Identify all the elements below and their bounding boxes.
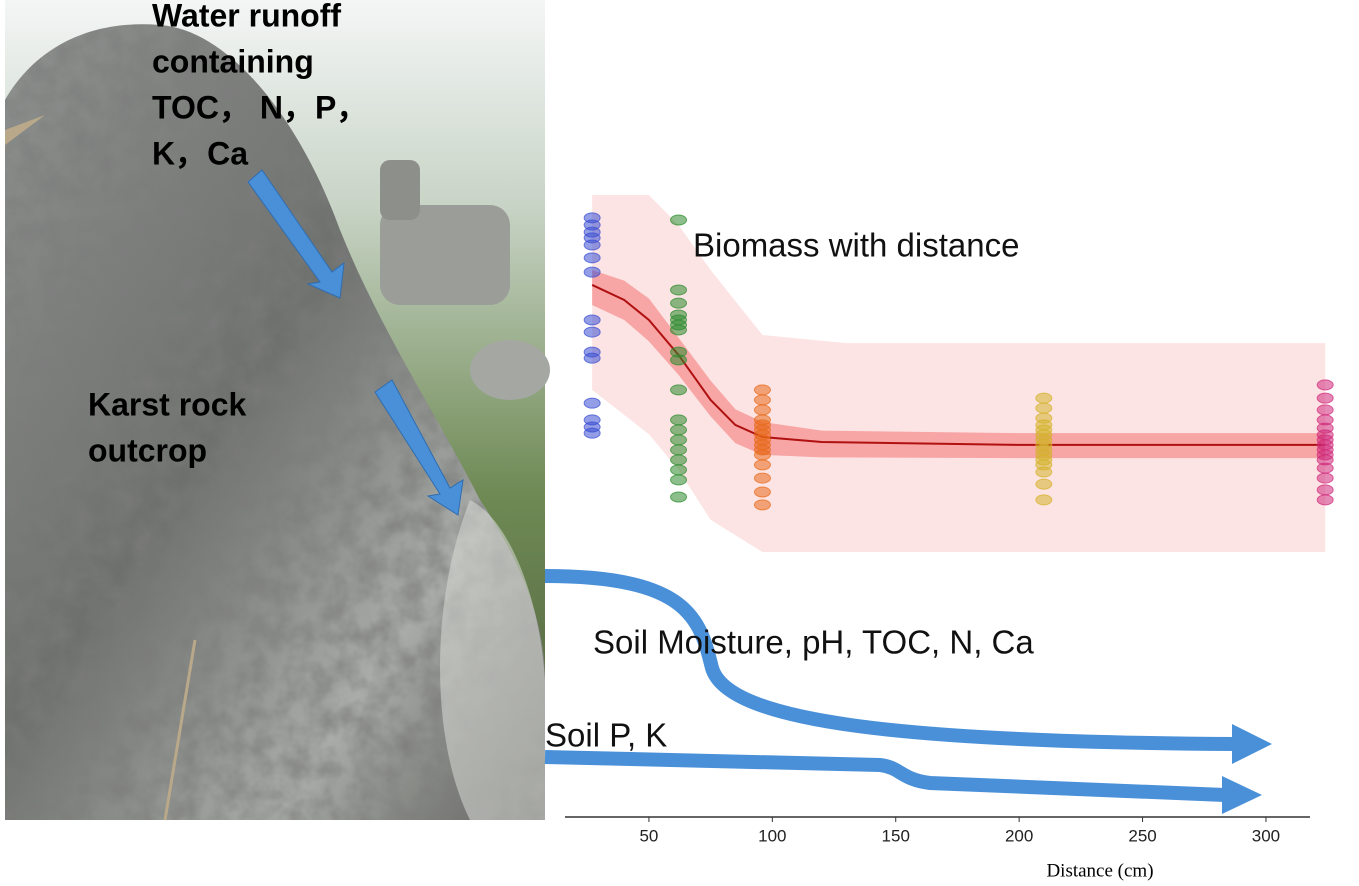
x-tick-label: 50	[639, 826, 658, 845]
annotation: outcrop	[88, 432, 207, 468]
annotation: Karst rock	[88, 386, 247, 422]
data-point	[670, 454, 688, 466]
annotation: Soil P, K	[545, 717, 667, 754]
data-point	[1316, 472, 1334, 484]
data-point	[1316, 392, 1334, 404]
data-point	[670, 214, 688, 226]
data-point	[1035, 402, 1053, 414]
data-point	[1035, 494, 1053, 506]
data-point	[1035, 478, 1053, 490]
data-point	[670, 424, 688, 436]
flow-arrows	[544, 569, 1272, 814]
data-point	[583, 326, 601, 338]
data-point	[1316, 484, 1334, 496]
annotation: Water runoff	[152, 0, 341, 33]
data-point	[583, 252, 601, 264]
annotation: Soil Moisture, pH, TOC, N, Ca	[593, 624, 1034, 661]
data-point	[583, 239, 601, 251]
data-point	[670, 474, 688, 486]
annotation: containing	[152, 43, 314, 79]
data-point	[1316, 494, 1334, 506]
data-point	[1316, 379, 1334, 391]
prediction-band	[592, 195, 1326, 552]
data-point	[583, 397, 601, 409]
photo	[5, 0, 550, 821]
fit-line	[591, 284, 1326, 446]
data-point	[753, 394, 771, 406]
data-point	[670, 354, 688, 366]
data-point	[670, 464, 688, 476]
data-point	[753, 486, 771, 498]
data-point	[670, 297, 688, 309]
data-point	[583, 266, 601, 278]
x-tick-label: 300	[1252, 826, 1280, 845]
data-point	[1035, 392, 1053, 404]
data-point	[670, 434, 688, 446]
x-tick-label: 250	[1128, 826, 1156, 845]
data-point	[753, 384, 771, 396]
data-point	[753, 472, 771, 484]
x-tick-label: 100	[758, 826, 786, 845]
data-point	[670, 491, 688, 503]
data-point	[753, 449, 771, 461]
x-tick-label: 150	[882, 826, 910, 845]
data-point	[583, 427, 601, 439]
x-tick-label: 200	[1005, 826, 1033, 845]
data-point	[670, 444, 688, 456]
annotation: K，Ca	[152, 135, 248, 171]
data-point	[670, 324, 688, 336]
chart-title: Biomass with distance	[693, 227, 1019, 264]
data-point	[1035, 466, 1053, 478]
data-point	[753, 499, 771, 511]
x-axis-label: Distance (cm)	[1046, 860, 1153, 881]
data-point	[670, 384, 688, 396]
confidence-band	[592, 269, 1326, 459]
data-point	[1316, 462, 1334, 474]
data-point	[1316, 404, 1334, 416]
annotation: TOC， N，P，	[152, 89, 368, 125]
data-point	[583, 352, 601, 364]
data-point	[670, 284, 688, 296]
plot-area	[583, 195, 1334, 552]
data-point	[753, 404, 771, 416]
data-point	[583, 314, 601, 326]
data-point	[670, 414, 688, 426]
data-point	[753, 459, 771, 471]
